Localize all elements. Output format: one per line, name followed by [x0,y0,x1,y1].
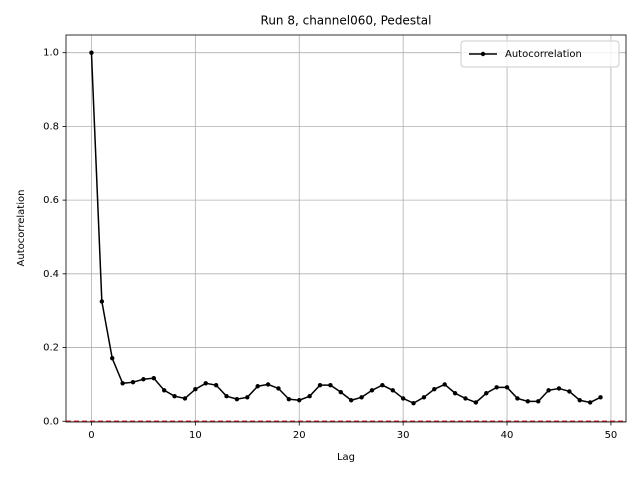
data-point [577,398,582,403]
data-point [338,389,344,395]
data-point [421,395,427,400]
legend-box [460,40,620,68]
data-point [504,385,510,390]
data-point [400,396,406,401]
data-point [193,386,198,392]
x-tick-label: 30 [397,430,410,441]
data-point [151,375,156,381]
data-point [120,381,125,386]
data-point [141,377,146,382]
data-point [317,382,323,388]
data-point [473,400,479,405]
data-point [411,401,416,406]
data-point [307,394,312,399]
x-tick-label: 20 [293,430,306,441]
data-point [276,386,281,391]
legend-label: Autocorrelation [505,49,582,60]
x-tick-label: 50 [605,430,618,441]
data-point [484,391,489,396]
data-point [463,396,468,401]
data-point [494,385,499,390]
data-point [161,388,167,393]
data-point [224,394,229,399]
data-point [203,381,208,386]
data-point [587,400,593,405]
data-point [390,388,395,393]
data-point [515,396,520,401]
data-point [286,396,292,402]
x-tick-label: 40 [501,430,514,441]
data-point [348,398,354,403]
legend-marker [480,51,486,57]
y-tick-label: 1.0 [43,48,59,59]
data-point [130,379,136,385]
data-point [182,396,188,401]
x-tick-label: 0 [88,430,94,441]
data-point [525,399,531,404]
data-point [452,391,458,396]
data-point [265,382,271,387]
data-point [546,388,551,393]
x-tick-label: 10 [189,430,202,441]
data-point [234,396,240,402]
plot-frame [65,34,627,423]
y-axis-label: Autocorrelation [16,190,27,267]
data-point [359,395,364,400]
data-point [213,382,219,388]
y-tick-label: 0.6 [43,195,59,206]
data-point [598,395,603,400]
data-point [89,50,94,55]
chart-title: Run 8, channel060, Pedestal [261,14,432,28]
data-point [369,388,375,393]
data-point [328,382,333,388]
y-tick-label: 0.2 [43,343,59,354]
data-point [255,384,260,389]
y-tick-label: 0.4 [43,269,59,280]
x-axis-label: Lag [337,452,355,463]
data-point [380,382,385,388]
y-tick-label: 0.8 [43,121,59,132]
data-point [297,398,302,403]
data-point [99,299,105,304]
data-point [556,386,562,391]
data-point [110,356,115,361]
data-point [567,389,572,394]
data-point [245,395,250,400]
data-point [536,399,541,404]
data-point [432,386,437,392]
y-tick-label: 0.0 [43,416,59,427]
data-point [172,394,177,399]
data-point [442,382,447,387]
